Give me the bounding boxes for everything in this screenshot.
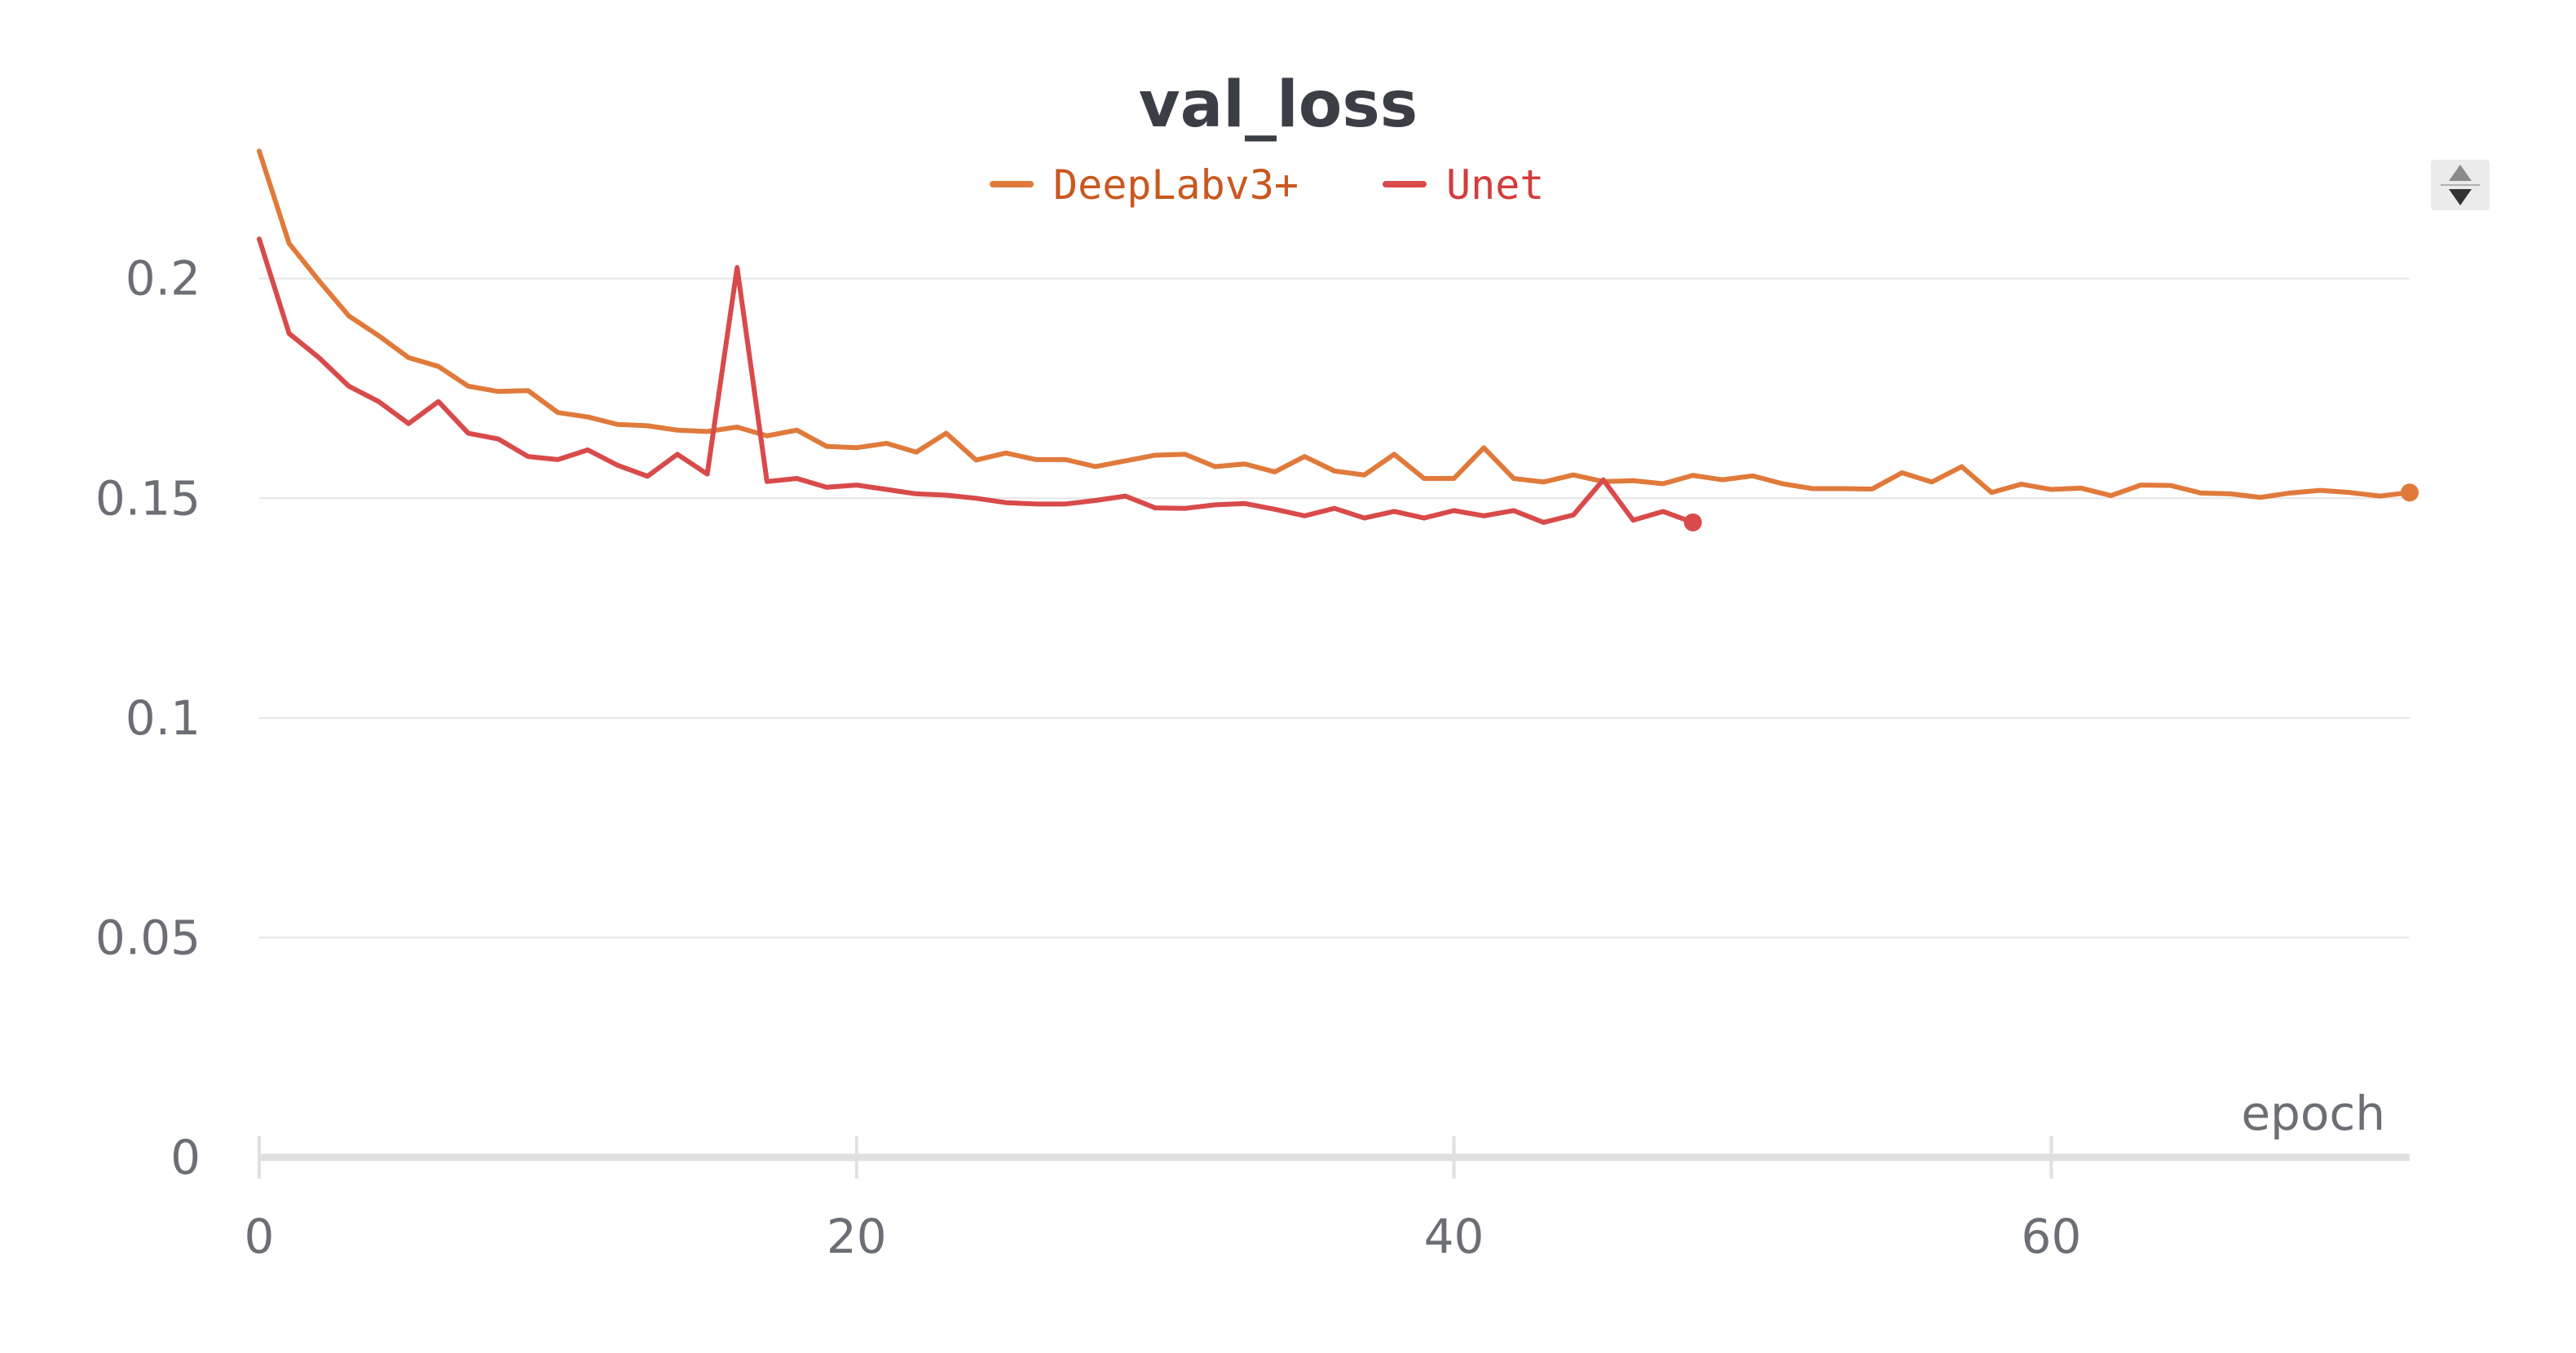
series-line-unet[interactable] xyxy=(257,236,1696,525)
y-tick-label: 0.15 xyxy=(95,470,201,526)
y-axis-ticks: 0 0.05 0.1 0.15 0.2 xyxy=(95,251,201,1185)
series-layer xyxy=(257,148,2419,531)
sort-arrows-icon[interactable] xyxy=(2431,160,2490,210)
x-axis: 0 20 40 60 xyxy=(245,1136,2410,1264)
series-end-point[interactable] xyxy=(2401,483,2419,502)
x-axis-label: epoch xyxy=(2241,1086,2385,1141)
legend-label[interactable]: DeepLabv3+ xyxy=(1053,161,1299,209)
y-tick-label: 0.05 xyxy=(95,910,201,965)
legend-label[interactable]: Unet xyxy=(1446,161,1544,209)
x-tick-label: 0 xyxy=(245,1209,275,1264)
y-tick-label: 0.1 xyxy=(126,690,201,746)
series-line-deeplabv3[interactable] xyxy=(257,148,2412,500)
series-end-point[interactable] xyxy=(1683,513,1702,531)
x-tick-label: 40 xyxy=(1424,1209,1484,1264)
x-tick-label: 20 xyxy=(827,1209,887,1264)
y-tick-label: 0 xyxy=(170,1130,201,1185)
x-tick-label: 60 xyxy=(2021,1209,2081,1264)
legend: DeepLabv3+ Unet xyxy=(990,161,1544,209)
chart-title: val_loss xyxy=(1139,68,1418,142)
y-tick-label: 0.2 xyxy=(126,251,201,306)
gridlines xyxy=(259,277,2410,939)
